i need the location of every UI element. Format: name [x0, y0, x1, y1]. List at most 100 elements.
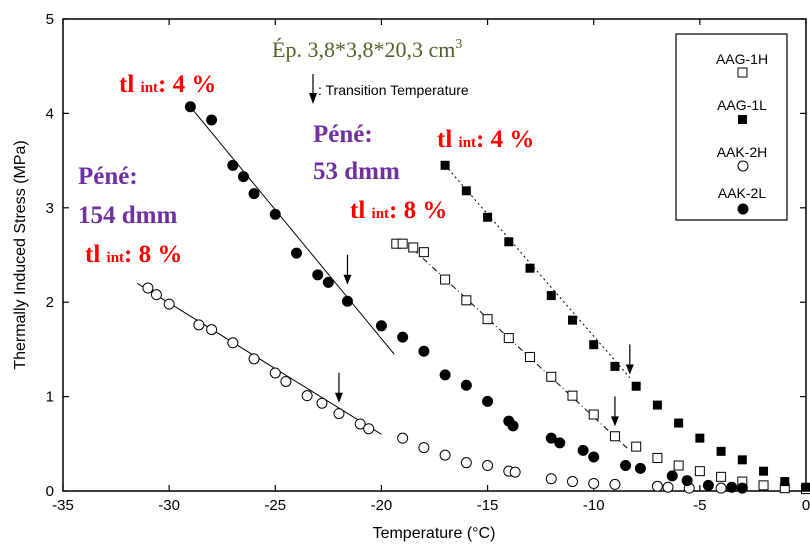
transition-arrow-icon [610, 416, 619, 427]
tl-label-main: tl [85, 241, 107, 268]
point-aak-2l [507, 420, 519, 432]
point-aak-2h [150, 289, 162, 301]
point-aak-2h [227, 337, 239, 349]
point-aag-1l [674, 418, 684, 428]
point-aak-2h [509, 466, 521, 478]
point-aak-2l [227, 159, 239, 171]
point-aak-2h [333, 408, 345, 420]
point-aag-1h [418, 247, 429, 258]
point-aak-2l [620, 460, 632, 472]
point-aag-1l [631, 381, 641, 391]
point-aak-2l [184, 101, 196, 113]
point-aag-1l [546, 291, 556, 301]
point-aag-1h [673, 460, 684, 471]
transition-key-label: : Transition Temperature [318, 82, 469, 98]
point-aak-2h [397, 432, 409, 444]
legend-filled-circle-icon [737, 203, 749, 215]
point-aak-2l [439, 369, 451, 381]
point-aak-2h [545, 473, 557, 485]
point-aak-2h [354, 418, 366, 430]
point-aag-1h [461, 295, 472, 306]
y-tick-label: 1 [46, 389, 54, 406]
specimen-superscript: 3 [455, 37, 462, 52]
point-aag-1l [461, 186, 471, 196]
point-aak-2h [206, 324, 218, 336]
point-aag-1h [482, 314, 493, 325]
x-tick-label: -5 [693, 497, 706, 514]
transition-arrow-icon [343, 274, 352, 285]
tl-label-value: : 8 % [389, 197, 447, 224]
transition-arrows [334, 254, 634, 427]
y-tick-label: 5 [46, 11, 54, 28]
pene-annotation-154-title: Péné: [78, 163, 138, 190]
point-aak-2l [702, 479, 714, 491]
point-aag-1h [397, 238, 408, 249]
transition-arrow-icon [625, 364, 634, 375]
axis-ticks: -35 -30 -25 -20 -15 -10 -5 0 0 1 2 3 4 5 [46, 11, 810, 514]
point-aak-2l [482, 395, 494, 407]
point-aak-2l [634, 462, 646, 474]
point-aag-1h [588, 409, 599, 420]
tl-label-sub: int [141, 80, 159, 96]
transition-key: : Transition Temperature [309, 74, 469, 104]
point-aak-2h [460, 457, 472, 469]
tl-annotation-aag-1h: tl int: 8 % [350, 197, 447, 224]
specimen-label: Ép. 3,8*3,8*20,3 cm3 [272, 37, 462, 62]
point-aag-1h [652, 452, 663, 463]
point-aak-2l [237, 171, 249, 183]
point-aak-2h [269, 367, 281, 379]
point-aag-1h [408, 242, 419, 253]
point-aag-1h [631, 441, 642, 452]
legend-filled-square-icon [738, 115, 747, 124]
point-aak-2l [375, 320, 387, 332]
point-aag-1h [503, 333, 514, 344]
point-aak-2l [312, 269, 324, 281]
point-aak-2h [439, 449, 451, 461]
point-aak-2h [248, 353, 260, 365]
point-aak-2h [609, 478, 621, 490]
point-aak-2h [280, 375, 292, 387]
point-aak-2h [588, 477, 600, 489]
point-aag-1l [589, 340, 599, 350]
legend-label-aak-2l: AAK-2L [718, 185, 766, 201]
point-aak-2l [577, 444, 589, 456]
x-tick-label: -30 [158, 497, 180, 514]
tl-label-sub: int [107, 250, 125, 266]
tl-label-sub: int [459, 135, 477, 151]
legend-label-aag-1h: AAG-1H [716, 51, 768, 67]
point-aag-1l [737, 455, 747, 465]
x-tick-label: -35 [52, 497, 74, 514]
point-aag-1l [610, 361, 620, 371]
plot-frame [62, 18, 807, 492]
legend-open-circle-icon [737, 160, 749, 172]
point-aak-2h [363, 423, 375, 435]
point-aak-2h [651, 480, 663, 492]
point-aag-1l [801, 482, 810, 492]
point-aak-2l [460, 379, 472, 391]
legend-open-square-icon [737, 67, 748, 78]
point-aag-1h [694, 466, 705, 477]
x-tick-label: -15 [477, 497, 499, 514]
tl-label-main: tl [350, 197, 372, 224]
point-aak-2l [248, 188, 260, 200]
x-tick-label: 0 [802, 497, 810, 514]
point-aak-2l [291, 247, 303, 259]
point-aag-1l [759, 466, 769, 476]
tl-label-value: : 8 % [124, 241, 182, 268]
x-tick-label: -20 [371, 497, 393, 514]
point-aak-2h [142, 282, 154, 294]
pene-annotation-53-value: 53 dmm [313, 158, 400, 185]
tl-label-main: tl [437, 126, 459, 153]
point-aag-1l [440, 160, 450, 170]
x-tick-label: -10 [583, 497, 605, 514]
point-aag-1l [504, 237, 514, 247]
trend-line-aak-2l [189, 106, 395, 355]
point-aak-2l [666, 470, 678, 482]
tl-label-value: : 4 % [476, 126, 534, 153]
y-tick-label: 4 [46, 105, 54, 122]
point-aak-2h [193, 319, 205, 331]
point-aag-1h [440, 274, 451, 285]
point-aag-1l [652, 400, 662, 410]
point-aag-1l [716, 446, 726, 456]
point-aak-2l [397, 331, 409, 343]
